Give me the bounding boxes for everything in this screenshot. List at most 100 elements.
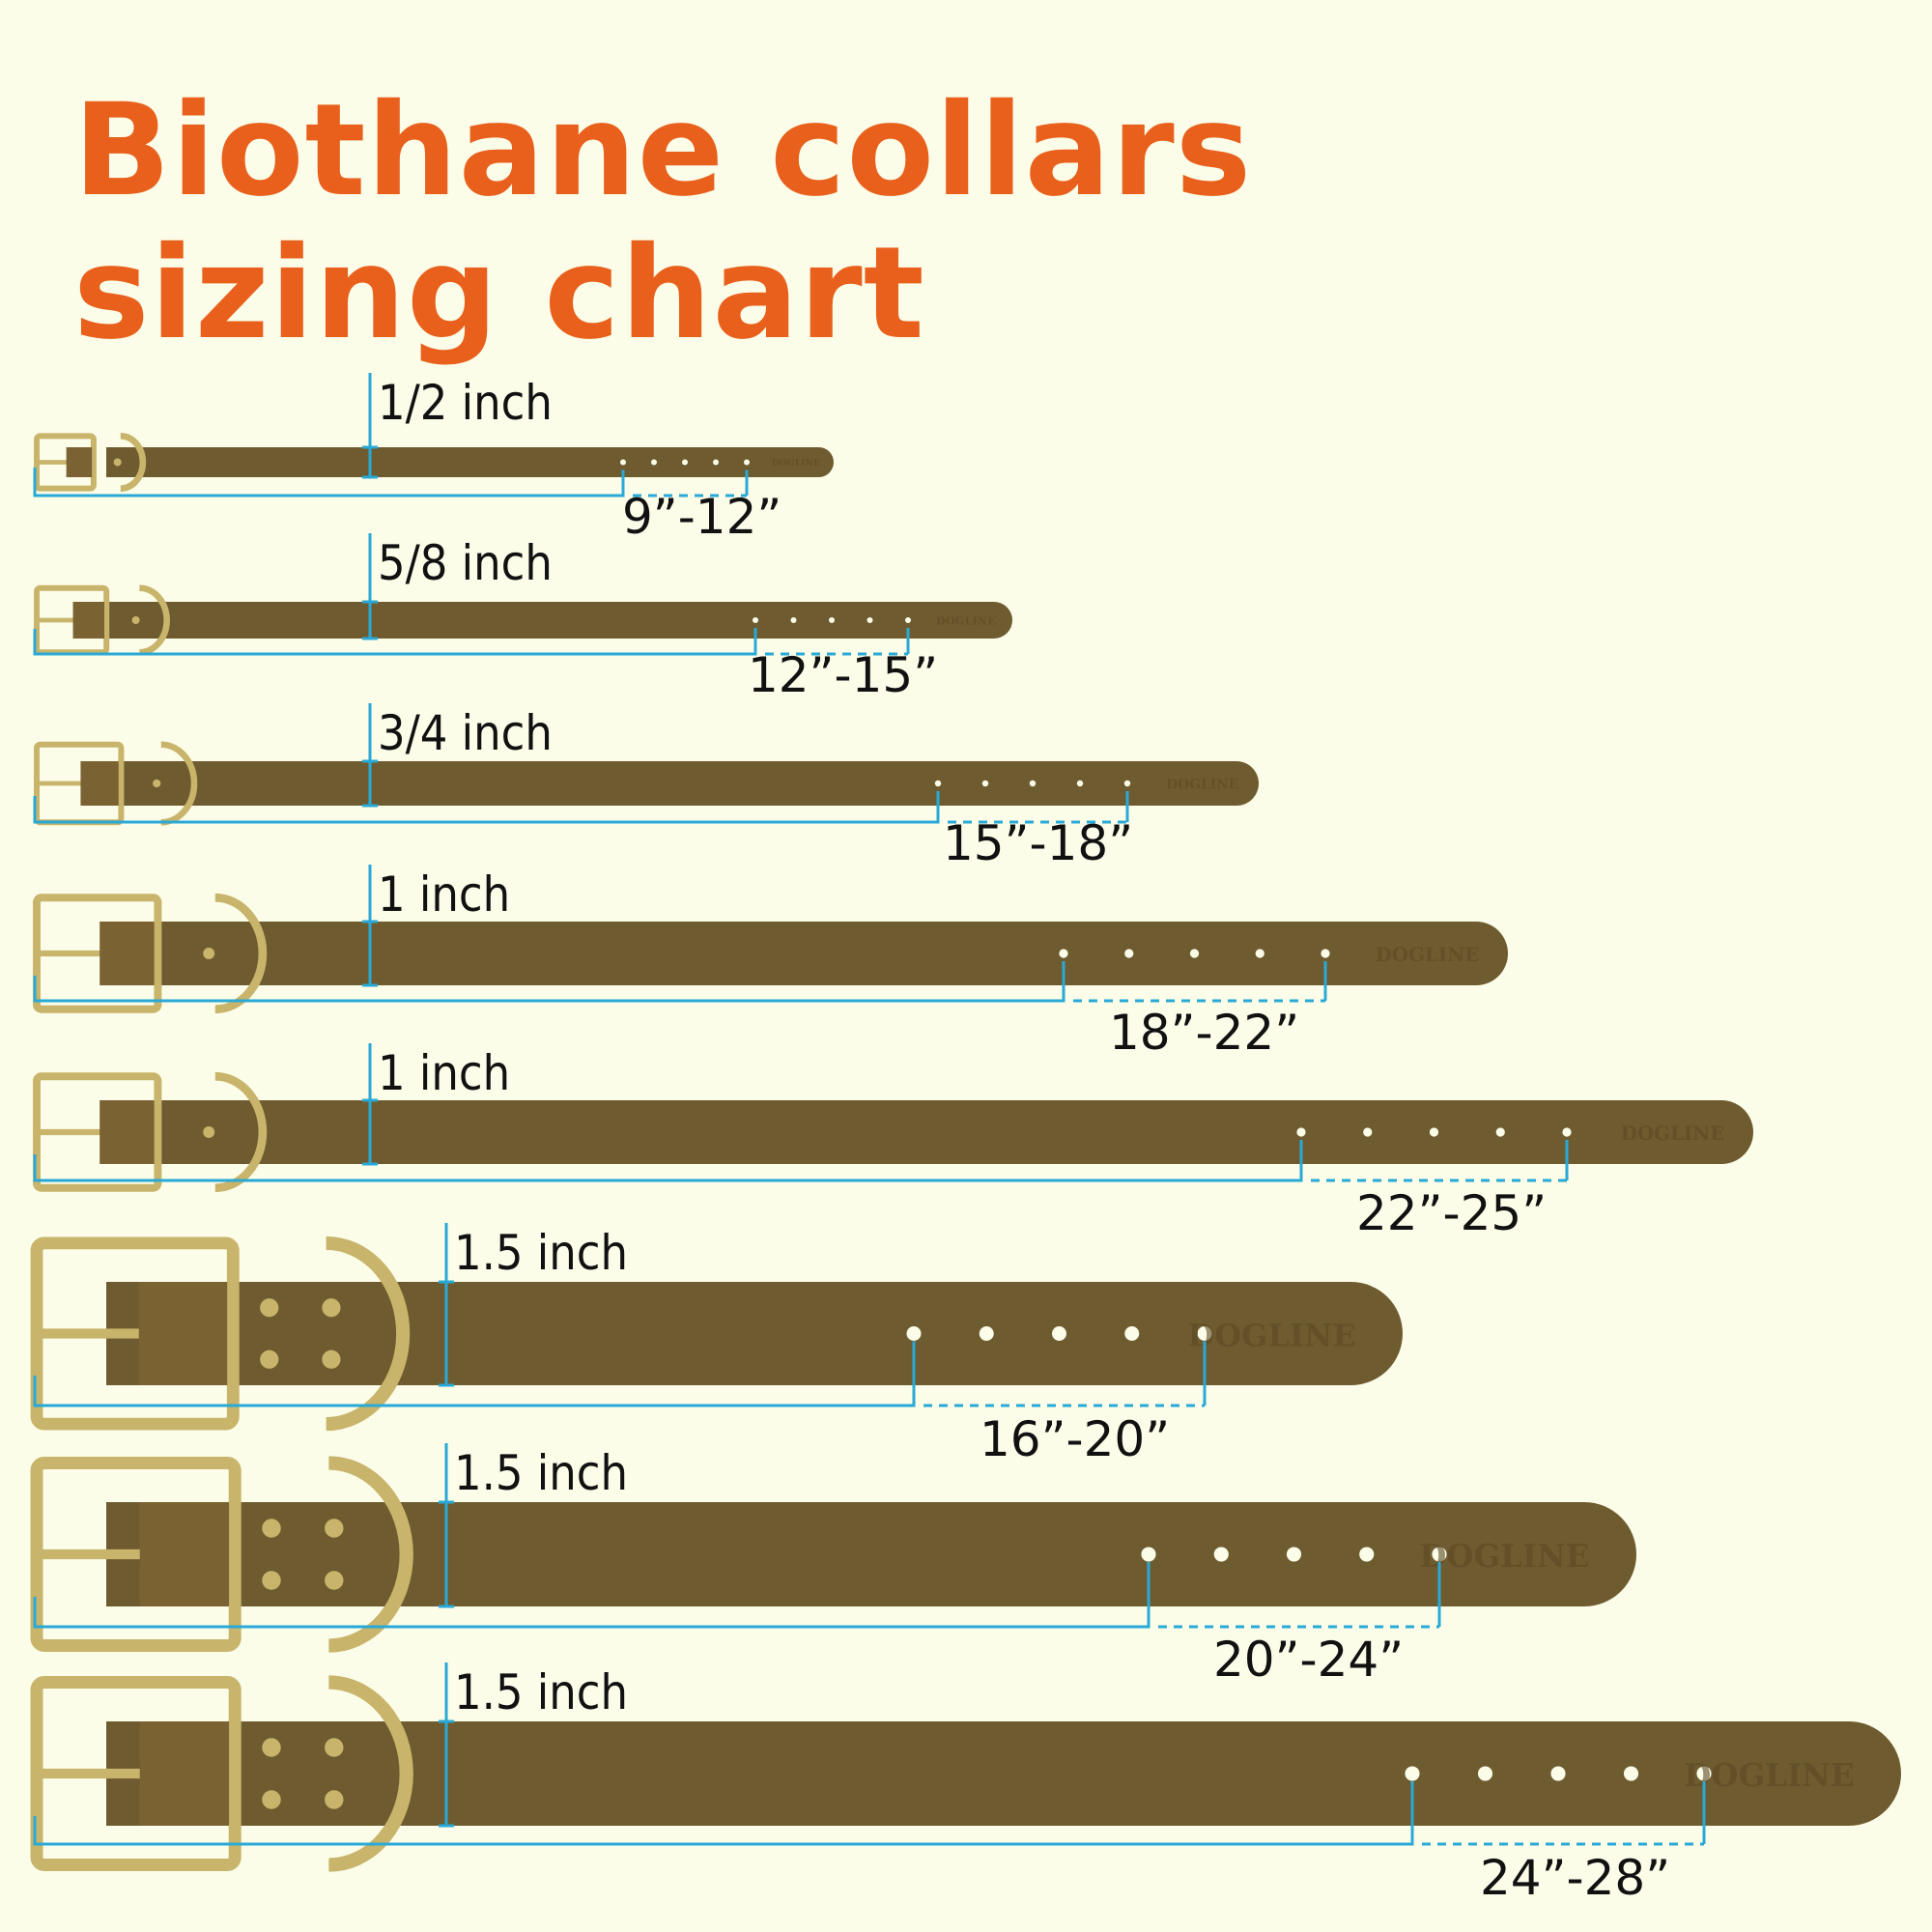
rivet-icon bbox=[131, 616, 140, 624]
rivet-icon bbox=[203, 948, 215, 959]
length-bracket bbox=[33, 1140, 1303, 1182]
strap-hole bbox=[1495, 1127, 1505, 1137]
strap-hole bbox=[1124, 949, 1134, 958]
width-label: 5/8 inch bbox=[378, 535, 553, 591]
rivet-icon bbox=[325, 1790, 344, 1809]
strap-hole bbox=[1359, 1547, 1375, 1562]
collar-row: DOGLINE 1/2 inch 9”-12” bbox=[33, 373, 834, 545]
width-label: 3/4 inch bbox=[378, 705, 553, 761]
d-ring-icon bbox=[160, 741, 198, 826]
rivet-icon bbox=[322, 1350, 341, 1369]
rivet-icon bbox=[113, 458, 122, 467]
strap-hole bbox=[906, 1326, 922, 1341]
collar-row: DOGLINE 1 inch 22”-25” bbox=[33, 1043, 1753, 1241]
buckle-keeper bbox=[139, 1502, 230, 1606]
length-bracket bbox=[33, 1341, 916, 1407]
strap-hole bbox=[1321, 949, 1330, 958]
strap-hole bbox=[682, 459, 688, 466]
strap-hole bbox=[1477, 1766, 1493, 1781]
brand-imprint: DOGLINE bbox=[771, 458, 820, 469]
brand-imprint: DOGLINE bbox=[1376, 943, 1480, 966]
collar-strap bbox=[106, 1100, 1753, 1164]
length-bracket bbox=[33, 1781, 1414, 1846]
size-range-label: 9”-12” bbox=[622, 489, 781, 545]
length-bracket bbox=[33, 961, 1065, 1003]
strap-hole bbox=[713, 459, 719, 466]
title-line-2: sizing chart bbox=[73, 219, 925, 368]
collar-strap bbox=[106, 761, 1259, 806]
strap-hole bbox=[1076, 780, 1084, 787]
d-ring-icon bbox=[139, 584, 170, 656]
width-label: 1.5 inch bbox=[454, 1225, 628, 1281]
collar-strap bbox=[106, 922, 1508, 985]
size-range-label: 22”-25” bbox=[1356, 1185, 1547, 1241]
strap-hole bbox=[753, 617, 758, 623]
collar-row: DOGLINE 1.5 inch 20”-24” bbox=[30, 1443, 1636, 1688]
size-range-label: 20”-24” bbox=[1213, 1632, 1404, 1688]
d-ring-icon bbox=[214, 893, 268, 1014]
strap-hole bbox=[1550, 1766, 1566, 1781]
strap-hole bbox=[934, 780, 942, 787]
d-ring-icon bbox=[328, 1456, 413, 1653]
collar-strap bbox=[106, 1282, 1403, 1385]
strap-hole bbox=[1213, 1547, 1229, 1562]
strap-hole bbox=[1123, 780, 1131, 787]
strap-hole bbox=[1405, 1766, 1420, 1781]
strap-hole bbox=[1197, 1326, 1212, 1341]
collar-row: DOGLINE 3/4 inch 15”-18” bbox=[33, 703, 1259, 871]
buckle-keeper bbox=[138, 1282, 228, 1385]
rivet-icon bbox=[262, 1790, 281, 1809]
width-label: 1/2 inch bbox=[378, 375, 553, 431]
strap-hole bbox=[1432, 1547, 1447, 1562]
collar-strap bbox=[106, 1502, 1636, 1606]
size-range-label: 16”-20” bbox=[980, 1411, 1170, 1467]
buckle-keeper bbox=[139, 1721, 230, 1826]
size-range-label: 18”-22” bbox=[1109, 1005, 1299, 1061]
strap-hole bbox=[651, 459, 657, 466]
buckle-keeper bbox=[99, 1100, 155, 1164]
strap-hole bbox=[979, 1326, 994, 1341]
strap-hole bbox=[1124, 1326, 1140, 1341]
d-ring-icon bbox=[326, 1236, 411, 1432]
rivet-icon bbox=[325, 1738, 344, 1757]
strap-hole bbox=[1696, 1766, 1712, 1781]
rivet-icon bbox=[322, 1298, 341, 1318]
d-ring-icon bbox=[120, 433, 147, 492]
brand-imprint: DOGLINE bbox=[1187, 1317, 1356, 1353]
length-bracket bbox=[33, 468, 625, 497]
d-ring-icon bbox=[328, 1675, 413, 1872]
width-label: 1 inch bbox=[378, 867, 510, 923]
rivet-icon bbox=[262, 1571, 281, 1590]
collar-strap bbox=[106, 602, 1012, 639]
rivet-icon bbox=[260, 1350, 279, 1369]
collar-row: DOGLINE 1.5 inch 16”-20” bbox=[30, 1223, 1403, 1467]
width-label: 1 inch bbox=[378, 1045, 510, 1101]
buckle-keeper bbox=[99, 922, 155, 985]
strap-hole bbox=[867, 617, 873, 623]
strap-hole bbox=[620, 459, 626, 466]
brand-imprint: DOGLINE bbox=[936, 614, 996, 628]
strap-hole bbox=[744, 459, 750, 466]
size-range-label: 12”-15” bbox=[748, 647, 938, 703]
strap-hole bbox=[1286, 1547, 1302, 1562]
strap-hole bbox=[829, 617, 835, 623]
brand-imprint: DOGLINE bbox=[1419, 1538, 1589, 1575]
brand-imprint: DOGLINE bbox=[1621, 1122, 1725, 1145]
strap-hole bbox=[1296, 1127, 1306, 1137]
collar-row: DOGLINE 1.5 inch 24”-28” bbox=[30, 1662, 1901, 1906]
brand-imprint: DOGLINE bbox=[1166, 778, 1238, 793]
collar-row: DOGLINE 5/8 inch 12”-15” bbox=[33, 533, 1012, 703]
collar-strap bbox=[106, 1721, 1901, 1826]
strap-hole bbox=[1255, 949, 1264, 958]
length-bracket bbox=[33, 1562, 1151, 1629]
strap-hole bbox=[1059, 949, 1068, 958]
strap-hole bbox=[1429, 1127, 1439, 1137]
strap-hole bbox=[790, 617, 797, 623]
strap-hole bbox=[1052, 1326, 1066, 1341]
size-range-label: 15”-18” bbox=[943, 815, 1133, 871]
brand-imprint: DOGLINE bbox=[1684, 1757, 1854, 1794]
rivet-icon bbox=[262, 1519, 281, 1538]
buckle-keeper bbox=[80, 761, 119, 806]
